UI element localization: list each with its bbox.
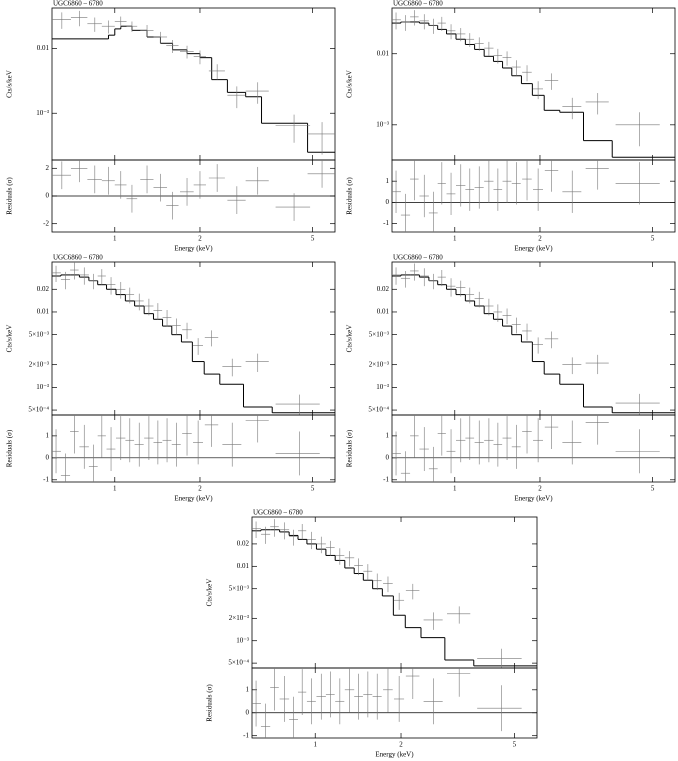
plot-frame: [391, 414, 676, 483]
x-axis-label: Energy (keV): [514, 245, 553, 253]
y-tick-label: 0.02: [237, 540, 250, 548]
x-tick-label: 1: [453, 235, 457, 243]
y-tick-label: 1: [246, 685, 250, 693]
y-tick-label: -1: [383, 475, 389, 483]
y-tick-label: 10⁻³: [376, 120, 389, 128]
y-tick-label: 0.01: [377, 49, 390, 57]
y-tick-label: 2×10⁻³: [229, 614, 249, 622]
x-tick-label: 5: [513, 741, 517, 749]
x-tick-label: 1: [113, 485, 117, 493]
x-tick-label: 2: [399, 741, 403, 749]
y-tick-label: 0.01: [37, 308, 50, 316]
x-tick-label: 2: [198, 235, 202, 243]
y-tick-label: 0: [386, 453, 390, 461]
x-tick-label: 5: [311, 485, 315, 493]
y-tick-label: 1: [386, 177, 390, 185]
panel-title: UGC6860 – 6780: [393, 254, 443, 262]
panel-title: UGC6860 – 6780: [53, 0, 103, 8]
y-tick-label: 2×10⁻³: [29, 360, 49, 368]
y-tick-label: 5×10⁻³: [29, 330, 49, 338]
plot-frame: [51, 261, 336, 416]
y-axis-label: Residuals (σ): [6, 429, 14, 467]
y-tick-label: -1: [243, 731, 249, 739]
panel-title: UGC6860 – 6780: [253, 509, 303, 517]
y-axis-label: Residuals (σ): [206, 684, 214, 722]
y-tick-label: 0.01: [237, 562, 250, 570]
y-tick-label: 0: [46, 192, 50, 200]
y-axis-label: Cts/s/keV: [6, 70, 14, 98]
x-axis-label: Energy (keV): [375, 751, 414, 759]
y-tick-label: 10⁻³: [236, 636, 249, 644]
y-tick-label: 5×10⁻³: [229, 584, 249, 592]
y-axis-label: Cts/s/keV: [346, 325, 354, 353]
y-tick-label: 0: [246, 708, 250, 716]
y-tick-label: 0.01: [37, 44, 50, 52]
y-axis-label: Residuals (σ): [346, 429, 354, 467]
y-tick-label: 1: [46, 431, 50, 439]
plot-frame: [391, 261, 676, 416]
panel-title: UGC6860 – 6780: [53, 254, 103, 262]
y-tick-label: 2: [46, 164, 50, 172]
plot-frame: [391, 7, 676, 161]
y-axis-label: Cts/s/keV: [6, 325, 14, 353]
x-tick-label: 2: [538, 485, 542, 493]
plot-frame: [391, 159, 676, 233]
y-tick-label: 0.02: [377, 285, 390, 293]
x-tick-label: 2: [198, 485, 202, 493]
plot-frame: [51, 7, 336, 161]
y-tick-label: 5×10⁻⁴: [228, 659, 249, 667]
y-tick-label: -1: [43, 475, 49, 483]
y-tick-label: 0.01: [377, 308, 390, 316]
y-tick-label: 5×10⁻⁴: [28, 406, 49, 414]
x-tick-label: 1: [453, 485, 457, 493]
y-axis-label: Cts/s/keV: [346, 70, 354, 98]
y-axis-label: Cts/s/keV: [206, 579, 214, 607]
x-axis-label: Energy (keV): [174, 245, 213, 253]
x-axis-label: Energy (keV): [514, 495, 553, 503]
x-tick-label: 1: [313, 741, 317, 749]
x-tick-label: 5: [311, 235, 315, 243]
y-axis-label: Residuals (σ): [346, 177, 354, 215]
y-tick-label: -1: [383, 219, 389, 227]
panel-title: UGC6860 – 6780: [393, 0, 443, 8]
plot-frame: [251, 667, 538, 739]
y-tick-label: 1: [386, 431, 390, 439]
y-axis-label: Residuals (σ): [6, 177, 14, 215]
x-axis-label: Energy (keV): [174, 495, 213, 503]
y-tick-label: 5×10⁻⁴: [368, 406, 389, 414]
y-tick-label: 5×10⁻³: [369, 330, 389, 338]
y-tick-label: -2: [43, 219, 49, 227]
x-tick-label: 5: [651, 235, 655, 243]
y-tick-label: 0: [46, 453, 50, 461]
y-tick-label: 10⁻³: [376, 383, 389, 391]
y-tick-label: 10⁻³: [36, 109, 49, 117]
x-tick-label: 2: [538, 235, 542, 243]
y-tick-label: 10⁻³: [36, 383, 49, 391]
y-tick-label: 0: [386, 198, 390, 206]
y-tick-label: 0.02: [37, 285, 50, 293]
y-tick-label: 2×10⁻³: [369, 360, 389, 368]
plot-frame: [51, 414, 336, 483]
x-tick-label: 1: [113, 235, 117, 243]
x-tick-label: 5: [651, 485, 655, 493]
plot-frame: [251, 516, 538, 669]
